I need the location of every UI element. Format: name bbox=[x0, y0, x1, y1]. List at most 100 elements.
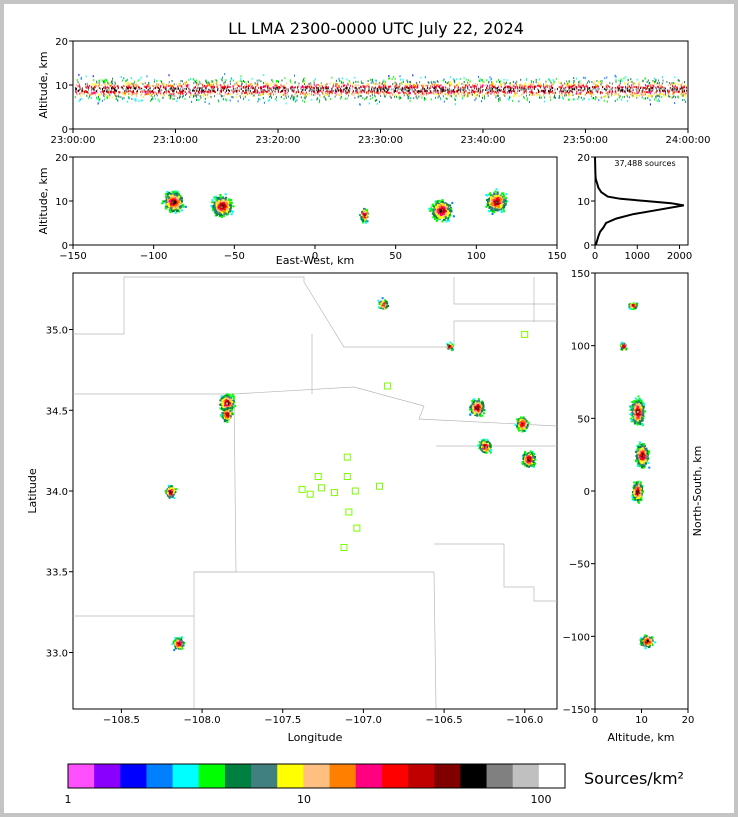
time-source bbox=[168, 81, 170, 84]
time-source bbox=[503, 90, 505, 93]
time-source bbox=[444, 93, 446, 96]
time-source bbox=[290, 87, 292, 90]
time-source bbox=[94, 93, 96, 96]
time-source bbox=[144, 90, 146, 93]
time-source bbox=[597, 90, 599, 93]
time-source bbox=[652, 81, 654, 84]
time-source bbox=[245, 82, 247, 85]
time-source bbox=[544, 88, 546, 91]
time-source bbox=[268, 98, 270, 101]
time-source bbox=[672, 96, 674, 98]
time-source bbox=[486, 89, 488, 92]
time-source bbox=[437, 92, 439, 94]
time-source bbox=[543, 86, 545, 89]
time-source bbox=[284, 77, 286, 80]
ew-source bbox=[440, 213, 442, 216]
time-source bbox=[344, 84, 346, 87]
time-source bbox=[212, 89, 214, 92]
time-source bbox=[242, 90, 244, 93]
time-source bbox=[565, 86, 567, 89]
time-source bbox=[150, 94, 151, 97]
time-source bbox=[319, 94, 321, 97]
time-source bbox=[185, 87, 187, 90]
time-source bbox=[418, 90, 420, 93]
time-source bbox=[404, 85, 406, 88]
time-source bbox=[481, 78, 483, 81]
time-source bbox=[335, 85, 337, 88]
time-source bbox=[568, 88, 570, 91]
time-source bbox=[182, 87, 184, 90]
time-source bbox=[371, 88, 373, 91]
time-source bbox=[245, 94, 247, 97]
time-source bbox=[465, 84, 466, 87]
time-source bbox=[383, 93, 385, 96]
ew-source bbox=[439, 210, 442, 213]
ew-source bbox=[218, 211, 221, 214]
time-source bbox=[91, 83, 93, 86]
time-source bbox=[114, 86, 116, 89]
time-source bbox=[664, 92, 666, 95]
time-source bbox=[217, 89, 219, 92]
time-source bbox=[76, 93, 78, 96]
time-source bbox=[598, 81, 600, 84]
time-source bbox=[555, 77, 557, 80]
ew-source bbox=[450, 210, 453, 213]
time-source bbox=[478, 89, 479, 92]
time-source bbox=[518, 100, 520, 103]
time-source bbox=[75, 87, 77, 90]
ew-source bbox=[441, 206, 444, 209]
time-source bbox=[464, 93, 466, 96]
time-source bbox=[144, 93, 146, 96]
time-source bbox=[560, 82, 562, 85]
time-source bbox=[167, 83, 169, 86]
time-source bbox=[229, 80, 231, 83]
time-source bbox=[619, 82, 621, 85]
time-source bbox=[654, 82, 656, 85]
time-source bbox=[146, 75, 148, 78]
time-source bbox=[427, 84, 429, 87]
time-source bbox=[347, 89, 349, 92]
time-source bbox=[340, 94, 342, 97]
time-source bbox=[256, 84, 258, 87]
time-source bbox=[99, 80, 100, 82]
time-source bbox=[627, 87, 629, 90]
time-source bbox=[210, 95, 212, 98]
time-source bbox=[303, 96, 305, 99]
time-source bbox=[317, 87, 319, 90]
time-source bbox=[368, 86, 370, 88]
time-source bbox=[92, 82, 94, 85]
time-source bbox=[448, 92, 450, 95]
time-source bbox=[383, 92, 385, 94]
ew-source bbox=[360, 217, 363, 220]
time-source bbox=[665, 88, 667, 91]
time-source bbox=[154, 85, 156, 88]
time-source bbox=[676, 88, 678, 91]
time-source bbox=[566, 82, 567, 84]
time-source bbox=[644, 87, 646, 89]
time-source bbox=[396, 82, 397, 85]
time-source bbox=[582, 84, 584, 87]
time-source bbox=[236, 86, 238, 89]
time-source bbox=[107, 91, 109, 93]
time-source bbox=[234, 88, 236, 90]
time-source bbox=[106, 86, 108, 89]
time-source bbox=[112, 86, 114, 88]
time-source bbox=[98, 84, 100, 86]
time-source bbox=[98, 97, 100, 100]
time-source bbox=[274, 87, 276, 90]
time-source bbox=[294, 87, 296, 90]
time-source bbox=[673, 90, 675, 93]
time-source bbox=[459, 88, 461, 91]
time-source bbox=[291, 95, 293, 98]
ew-source bbox=[365, 215, 368, 217]
time-source bbox=[645, 97, 646, 100]
time-source bbox=[514, 90, 516, 93]
time-source bbox=[614, 74, 616, 77]
time-source bbox=[400, 88, 402, 91]
time-source bbox=[406, 94, 408, 97]
time-source bbox=[496, 89, 498, 92]
time-source bbox=[229, 92, 231, 95]
time-source bbox=[276, 84, 278, 87]
ew-source bbox=[165, 205, 168, 208]
time-source bbox=[535, 78, 537, 81]
